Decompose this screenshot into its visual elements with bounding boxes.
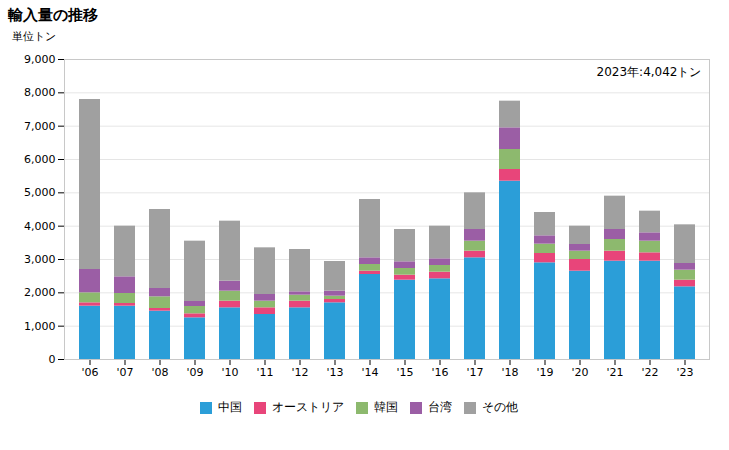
svg-text:0: 0 [49,353,56,366]
svg-text:'23: '23 [676,366,693,379]
html-text:輸入量の推移: 輸入量の推移 [8,6,98,24]
svg-text:'14: '14 [361,366,378,379]
svg-text:'07: '07 [116,366,133,379]
svg-text:4,000: 4,000 [24,220,56,233]
svg-text:'20: '20 [571,366,588,379]
svg-text:'19: '19 [536,366,553,379]
svg-text:9,000: 9,000 [24,53,56,66]
html-text:その他: その他 [481,400,518,414]
svg-text:'22: '22 [641,366,658,379]
svg-text:3,000: 3,000 [24,253,56,266]
svg-text:'12: '12 [291,366,308,379]
svg-text:'15: '15 [396,366,413,379]
svg-text:1,000: 1,000 [24,320,56,333]
svg-text:'16: '16 [431,366,448,379]
svg-text:'18: '18 [501,366,518,379]
svg-text:単位トン: 単位トン [12,30,56,43]
svg-text:'21: '21 [606,366,623,379]
svg-text:'06: '06 [81,366,98,379]
html-text:中国: 中国 [217,400,242,414]
svg-text:'17: '17 [466,366,483,379]
svg-text:2,000: 2,000 [24,286,56,299]
svg-text:8,000: 8,000 [24,86,56,99]
html-text:韓国: 韓国 [373,400,398,414]
html-text:台湾: 台湾 [427,400,452,414]
svg-text:2023年:4,042トン: 2023年:4,042トン [597,65,702,79]
svg-text:'13: '13 [326,366,343,379]
svg-text:7,000: 7,000 [24,120,56,133]
html-text:オーストリア: オーストリア [271,400,344,414]
svg-text:'11: '11 [256,366,273,379]
svg-text:'09: '09 [186,366,203,379]
svg-text:'08: '08 [151,366,168,379]
svg-text:6,000: 6,000 [24,153,56,166]
svg-text:'10: '10 [221,366,238,379]
svg-text:5,000: 5,000 [24,186,56,199]
